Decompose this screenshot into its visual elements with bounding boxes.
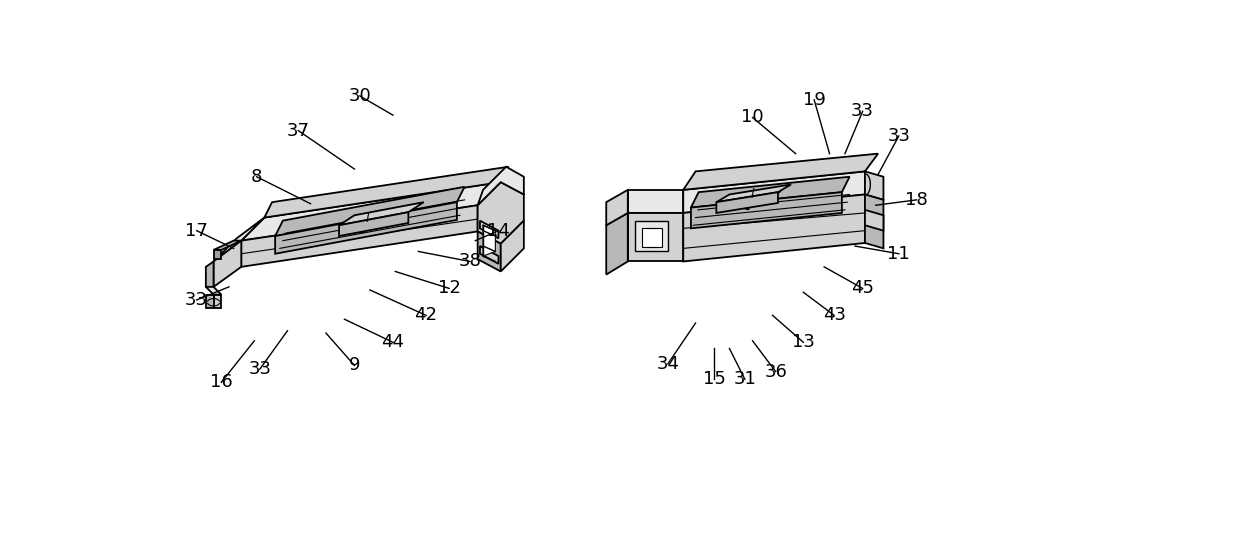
Text: 36: 36 <box>764 362 787 380</box>
Text: $\it{l}$: $\it{l}$ <box>750 187 755 201</box>
Polygon shape <box>206 295 213 307</box>
Polygon shape <box>627 190 683 213</box>
Text: 33: 33 <box>888 127 910 145</box>
Polygon shape <box>213 295 221 307</box>
Text: 45: 45 <box>851 279 874 298</box>
Text: 34: 34 <box>656 355 680 373</box>
Polygon shape <box>213 240 242 250</box>
Text: 18: 18 <box>905 191 928 209</box>
Text: 43: 43 <box>822 306 846 324</box>
Polygon shape <box>242 182 501 240</box>
Text: 33: 33 <box>185 291 208 309</box>
Polygon shape <box>477 167 523 205</box>
Polygon shape <box>206 287 221 295</box>
Polygon shape <box>339 202 424 225</box>
Text: 11: 11 <box>888 245 910 263</box>
Text: 13: 13 <box>792 333 815 351</box>
Text: 10: 10 <box>742 109 764 126</box>
Polygon shape <box>691 192 842 228</box>
Polygon shape <box>717 192 777 213</box>
Polygon shape <box>641 228 662 247</box>
Text: 14: 14 <box>487 222 510 240</box>
Polygon shape <box>213 240 242 287</box>
Polygon shape <box>480 246 498 264</box>
Text: 19: 19 <box>802 91 826 109</box>
Text: $\it{l}$: $\it{l}$ <box>365 211 371 225</box>
Polygon shape <box>275 202 456 254</box>
Polygon shape <box>275 187 465 236</box>
Polygon shape <box>866 171 883 200</box>
Polygon shape <box>606 213 627 274</box>
Polygon shape <box>242 205 477 267</box>
Text: 33: 33 <box>248 360 272 378</box>
Text: 12: 12 <box>438 279 460 298</box>
Polygon shape <box>206 261 213 287</box>
Text: 15: 15 <box>703 370 725 388</box>
Polygon shape <box>501 221 523 271</box>
Polygon shape <box>866 210 883 231</box>
Text: 33: 33 <box>851 102 874 120</box>
Polygon shape <box>683 171 866 213</box>
Polygon shape <box>484 225 495 256</box>
Text: 44: 44 <box>382 333 404 351</box>
Polygon shape <box>339 212 408 236</box>
Text: 38: 38 <box>459 253 481 271</box>
Polygon shape <box>717 184 791 202</box>
Polygon shape <box>606 190 627 225</box>
Polygon shape <box>264 167 508 217</box>
Polygon shape <box>635 221 668 251</box>
Polygon shape <box>213 250 221 259</box>
Polygon shape <box>866 194 883 248</box>
Text: 30: 30 <box>348 87 371 105</box>
Text: 9: 9 <box>348 356 360 374</box>
Polygon shape <box>213 217 264 261</box>
Polygon shape <box>683 194 866 261</box>
Polygon shape <box>480 221 498 238</box>
Text: 16: 16 <box>210 373 233 391</box>
Polygon shape <box>691 177 849 208</box>
Text: 31: 31 <box>733 370 756 388</box>
Text: 37: 37 <box>286 121 310 139</box>
Text: 17: 17 <box>185 222 208 240</box>
Polygon shape <box>627 213 683 261</box>
Polygon shape <box>683 154 878 190</box>
Polygon shape <box>477 182 523 244</box>
Text: 42: 42 <box>414 306 438 324</box>
Polygon shape <box>477 232 501 271</box>
Text: 8: 8 <box>250 168 263 186</box>
